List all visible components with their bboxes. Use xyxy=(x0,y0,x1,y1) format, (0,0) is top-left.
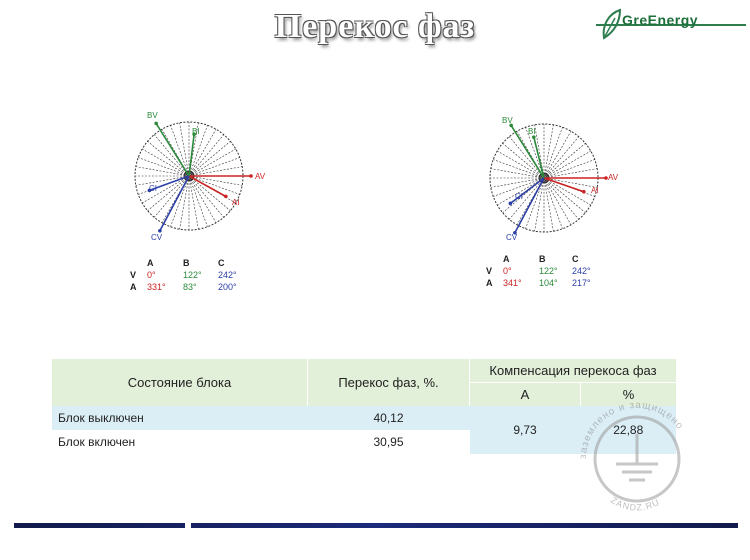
watermark-text-top: заземлено и защищено xyxy=(578,400,685,459)
bottom-divider-gap xyxy=(185,523,191,528)
current-vector-b xyxy=(533,136,545,179)
v-c: 242° xyxy=(218,270,237,280)
voltage-vector-c xyxy=(159,175,190,232)
current-vector-c-tip xyxy=(508,201,513,206)
current-vector-a xyxy=(188,175,227,198)
current-vector-a xyxy=(543,177,585,193)
comp-amps-value: 9,73 xyxy=(469,406,581,454)
label-ai: AI xyxy=(232,198,240,207)
bottom-divider xyxy=(14,523,738,528)
current-vector-a-tip xyxy=(582,189,586,194)
label-bv: BV xyxy=(502,116,513,125)
a-b: 104° xyxy=(539,278,558,288)
col-b: B xyxy=(539,254,546,264)
col-c: C xyxy=(218,258,225,268)
v-a: 0° xyxy=(147,270,156,280)
row-a-label: A xyxy=(130,282,137,292)
row-skew: 30,95 xyxy=(307,430,470,454)
current-vector-a-tip xyxy=(224,194,228,199)
logo-text: GreEnergy xyxy=(622,12,699,28)
voltage-vector-c-tip xyxy=(513,230,517,235)
header-skew: Перекос фаз, %. xyxy=(307,359,470,406)
page-title: Перекос фаз xyxy=(274,8,476,45)
phase-table-on: A B C V 0° 122° 242° A 341° 104° 217° xyxy=(484,254,614,294)
leaf-icon xyxy=(602,8,622,40)
col-a: A xyxy=(503,254,510,264)
current-vector-c-tip xyxy=(147,188,152,193)
greenergy-logo: GreEnergy xyxy=(596,6,746,46)
row-a-label: A xyxy=(486,278,493,288)
phase-table-off: A B C V 0° 122° 242° A 331° 83° 200° xyxy=(128,258,258,298)
label-av: AV xyxy=(255,172,266,181)
table-row: Блок выключен 40,12 9,73 22,88 xyxy=(52,406,676,454)
a-c: 200° xyxy=(218,282,237,292)
row-v-label: V xyxy=(130,270,137,280)
phase-skew-table: Состояние блока Перекос фаз, %. Компенса… xyxy=(52,359,676,454)
voltage-vector-c xyxy=(514,177,545,234)
voltage-vector-a-tip xyxy=(249,174,253,178)
row-state: Блок включен xyxy=(52,430,308,454)
label-av: AV xyxy=(608,173,619,182)
current-vector-c xyxy=(149,175,190,192)
label-bi: BI xyxy=(528,127,536,136)
svg-text:заземлено и защищено: заземлено и защищено xyxy=(578,400,686,459)
v-a: 0° xyxy=(503,266,512,276)
current-vector-c xyxy=(509,177,545,204)
col-c: C xyxy=(572,254,579,264)
current-vector-b-tip xyxy=(192,132,196,136)
row-skew: 40,12 xyxy=(307,406,470,430)
row-state: Блок выключен xyxy=(52,406,308,430)
logo-line xyxy=(596,24,746,26)
phasor-diagram-on: BV BI CI CV AV AI xyxy=(489,116,619,242)
table-row: Блок включен 30,95 xyxy=(52,430,676,454)
phasor-diagram-off: BV BI CI CV AV AI xyxy=(134,111,266,242)
voltage-vector-b-tip xyxy=(509,123,513,128)
header-amps: А xyxy=(469,382,581,406)
voltage-vector-b-tip xyxy=(154,121,158,126)
a-a: 331° xyxy=(147,282,166,292)
v-b: 122° xyxy=(539,266,558,276)
current-vector-b-tip xyxy=(532,135,536,139)
v-c: 242° xyxy=(572,266,591,276)
voltage-vector-a-tip xyxy=(604,176,608,180)
a-b: 83° xyxy=(183,282,197,292)
label-ai: AI xyxy=(591,186,599,195)
zandz-watermark: заземлено и защищено ZANDZ.RU xyxy=(578,400,686,513)
label-ci: CI xyxy=(515,192,523,201)
header-compensation: Компенсация перекоса фаз xyxy=(469,359,676,383)
row-v-label: V xyxy=(486,266,493,276)
header-percent: % xyxy=(580,382,676,406)
label-bi: BI xyxy=(192,127,200,136)
label-cv: CV xyxy=(151,233,163,242)
header-state: Состояние блока xyxy=(52,359,308,406)
label-ci: CI xyxy=(149,184,157,193)
a-a: 341° xyxy=(503,278,522,288)
voltage-vector-b xyxy=(155,122,190,177)
voltage-vector-c-tip xyxy=(158,228,162,233)
current-vector-b xyxy=(188,134,195,177)
col-b: B xyxy=(183,258,190,268)
label-cv: CV xyxy=(506,233,518,242)
v-b: 122° xyxy=(183,270,202,280)
col-a: A xyxy=(147,258,154,268)
voltage-vector-b xyxy=(510,124,545,179)
a-c: 217° xyxy=(572,278,591,288)
ground-icon xyxy=(616,434,658,482)
label-bv: BV xyxy=(147,111,158,120)
